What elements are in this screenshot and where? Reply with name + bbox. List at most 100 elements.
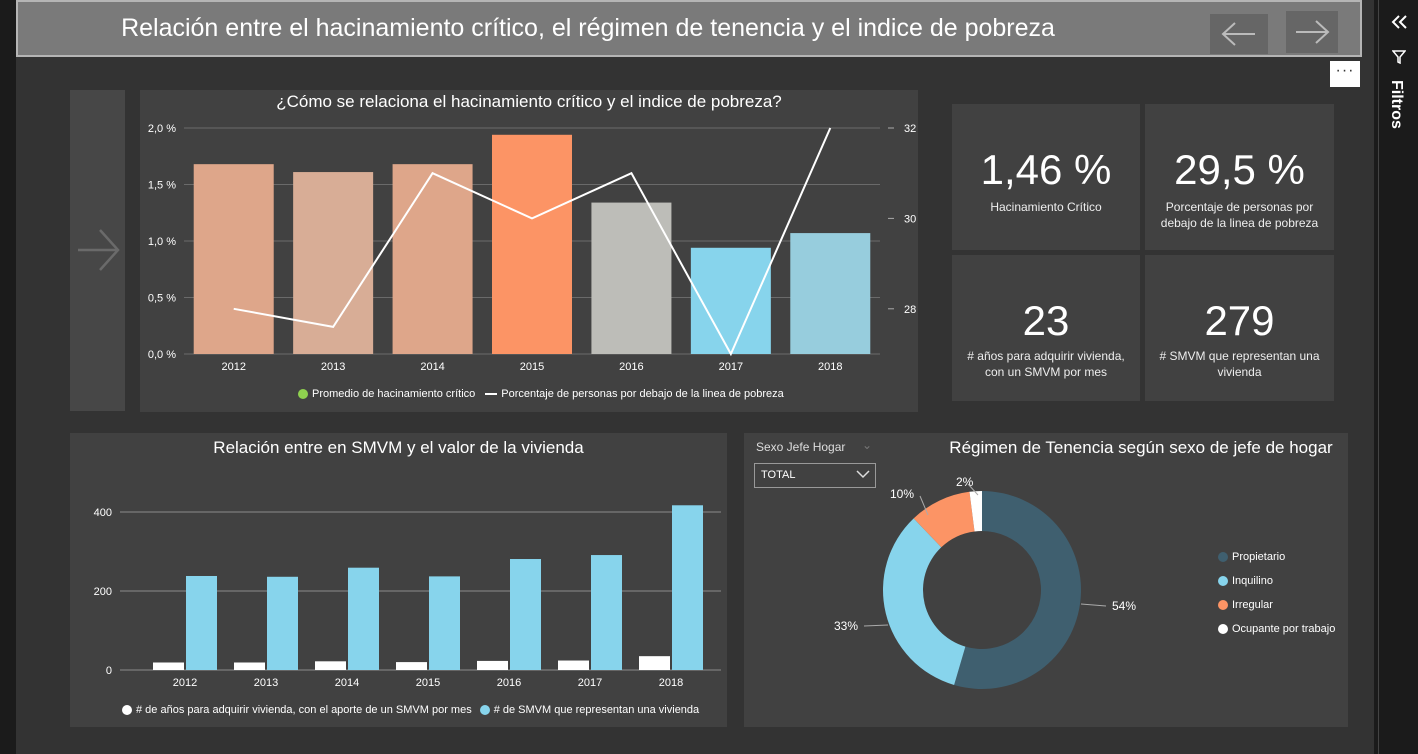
legend-line-icon <box>485 393 498 395</box>
leader-line <box>919 495 929 516</box>
report-header: Relación entre el hacinamiento crítico, … <box>16 0 1362 57</box>
leader-line <box>863 624 889 627</box>
y-tick-label: 400 <box>94 507 112 519</box>
combo-chart-svg: 0,0 % 0,5 % 1,0 % 1,5 % 2,0 % 28 % 30 % 32 % 201… <box>148 123 918 373</box>
slice-data-label: 54% <box>1112 599 1136 613</box>
right-tick-label: 30 % <box>904 213 918 225</box>
x-tick-label: 2014 <box>335 677 359 689</box>
bar-smvm-2014 <box>348 567 379 670</box>
right-tick-label: 28 % <box>904 304 918 316</box>
x-tick-label: 2013 <box>254 677 278 689</box>
slice-propietario <box>954 491 1081 689</box>
slice-inquilino <box>883 518 966 685</box>
more-options-button[interactable]: ··· <box>1330 61 1360 87</box>
legend-item: Irregular <box>1218 599 1273 611</box>
arrow-right-icon <box>78 229 120 271</box>
kpi-label: Hacinamiento Crítico <box>990 200 1102 214</box>
chart-title: ¿Cómo se relaciona el hacinamiento críti… <box>276 92 782 111</box>
sexo-jefe-hogar-dropdown[interactable]: TOTAL <box>754 463 876 488</box>
legend-item: Inquilino <box>1218 575 1273 587</box>
page-title: Relación entre el hacinamiento crítico, … <box>121 14 1055 42</box>
leader-line <box>967 483 979 496</box>
chart-title: Relación entre en SMVM y el valor de la … <box>213 438 584 457</box>
bar-anos-2014 <box>315 661 346 670</box>
legend-dot-icon <box>479 705 490 715</box>
bar-smvm-2015 <box>429 576 460 670</box>
bar-anos-2016 <box>477 660 508 670</box>
legend-dot-icon <box>122 705 132 715</box>
dropdown-selected-value: TOTAL <box>761 469 796 481</box>
side-navigation-arrow[interactable] <box>70 90 125 411</box>
slice-data-label: 33% <box>834 619 858 633</box>
double-chevron-left-icon[interactable] <box>1390 14 1410 30</box>
left-tick-label: 0,0 % <box>148 349 176 361</box>
report-canvas: Relación entre el hacinamiento crítico, … <box>16 0 1374 754</box>
x-tick-label: 2015 <box>416 677 440 689</box>
bar-2015 <box>492 134 572 354</box>
legend-item: Propietario <box>1218 551 1285 563</box>
chart-legend: Promedio de hacinamiento crítico Porcent… <box>298 388 784 400</box>
legend-label: Porcentaje de personas por debajo de la … <box>501 388 784 400</box>
arrow-left-icon <box>1221 22 1255 46</box>
bar-2016 <box>591 202 672 354</box>
left-tick-label: 0,5 % <box>148 293 176 305</box>
x-tick-label: 2012 <box>221 361 245 373</box>
legend-label: # de años para adquirir vivienda, con el… <box>136 704 472 716</box>
chevron-down-icon[interactable]: ⌄ <box>862 438 873 452</box>
legend-dot-icon <box>1218 600 1228 610</box>
bar-smvm-2013 <box>267 576 298 670</box>
kpi-value: 23 <box>1022 297 1070 344</box>
x-tick-label: 2016 <box>619 361 643 373</box>
bar-2012 <box>193 164 274 354</box>
slice-irregular <box>913 491 975 548</box>
filters-label[interactable]: Filtros <box>1388 80 1405 129</box>
legend-dot-icon <box>1218 624 1228 634</box>
x-tick-label: 2012 <box>173 677 197 689</box>
kpi-card-smvm: 279 # SMVM que representan una vivienda <box>1145 255 1334 401</box>
smvm-vivienda-chart: Relación entre en SMVM y el valor de la … <box>70 433 727 727</box>
bar-anos-2013 <box>234 662 265 670</box>
legend-dot-icon <box>298 389 308 399</box>
x-tick-label: 2016 <box>497 677 521 689</box>
left-tick-label: 1,0 % <box>148 236 176 248</box>
slice-ocupante-por-trabajo <box>969 491 982 532</box>
x-tick-label: 2017 <box>719 361 743 373</box>
legend-dot-icon <box>1218 576 1228 586</box>
bar-anos-2015 <box>396 662 427 670</box>
bar-2013 <box>293 172 374 354</box>
legend-label: Ocupante por trabajo <box>1232 623 1336 635</box>
bar-chart-svg: 0 200 400 2012 2013 2014 2015 2016 2017 2018 <box>94 505 721 689</box>
poverty-overcrowding-chart: ¿Cómo se relaciona el hacinamiento críti… <box>140 90 918 412</box>
right-tick-label: 32 % <box>904 123 918 135</box>
donut-chart-svg: 54% 33% 10% 2% <box>834 475 1136 689</box>
chevron-down-icon <box>856 470 870 479</box>
x-tick-label: 2013 <box>321 361 345 373</box>
y-tick-label: 0 <box>106 665 112 677</box>
legend-item: Ocupante por trabajo <box>1218 623 1335 635</box>
left-tick-label: 2,0 % <box>148 123 176 135</box>
kpi-card-pobreza: 29,5 % Porcentaje de personas por debajo… <box>1145 104 1334 250</box>
bar-anos-2012 <box>153 662 184 670</box>
kpi-card-hacinamiento: 1,46 % Hacinamiento Crítico <box>952 104 1140 250</box>
bar-2017 <box>690 247 771 354</box>
legend-dot-icon <box>1218 552 1228 562</box>
chart-legend: # de años para adquirir vivienda, con el… <box>122 704 699 716</box>
forward-button[interactable] <box>1286 11 1338 53</box>
poverty-line-series <box>233 127 832 357</box>
tenencia-donut-chart: Sexo Jefe Hogar ⌄ TOTAL Régimen de Tenen… <box>744 433 1348 727</box>
slice-data-label: 10% <box>890 487 914 501</box>
x-tick-label: 2017 <box>578 677 602 689</box>
bar-smvm-2016 <box>510 559 541 670</box>
bar-2018 <box>790 233 871 354</box>
slice-data-label: 2% <box>956 475 974 489</box>
slicer-label: Sexo Jefe Hogar <box>756 440 846 454</box>
bar-anos-2018 <box>639 656 670 670</box>
kpi-label: # años para adquirir vivienda, con un SM… <box>967 349 1125 379</box>
funnel-icon <box>1392 50 1406 64</box>
kpi-value: 279 <box>1204 297 1275 344</box>
x-tick-label: 2018 <box>659 677 683 689</box>
back-button[interactable] <box>1210 14 1268 54</box>
filters-pane[interactable]: Filtros <box>1378 0 1418 754</box>
legend-label: Inquilino <box>1232 575 1273 587</box>
legend-label: Irregular <box>1232 599 1273 611</box>
